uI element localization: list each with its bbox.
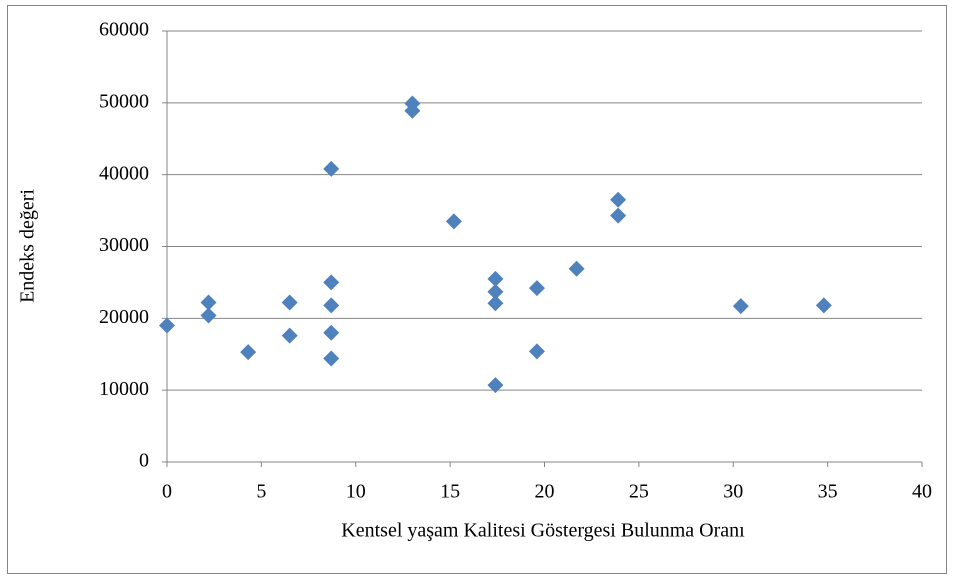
x-tick-label: 15 [440, 481, 460, 503]
point [200, 307, 217, 324]
point [815, 297, 832, 314]
chart-border [7, 5, 947, 574]
point [487, 283, 504, 300]
x-tick-label: 20 [535, 481, 555, 503]
y-tick-label: 40000 [99, 162, 149, 184]
x-tick-label: 0 [162, 481, 172, 503]
point [445, 213, 462, 230]
point [528, 280, 545, 297]
point [323, 297, 340, 314]
x-axis-label: Kentsel yaşam Kalitesi Göstergesi Bulunm… [341, 520, 745, 542]
y-tick-label: 50000 [99, 90, 149, 112]
y-axis-label: Endeks değeri [17, 189, 39, 303]
point [487, 295, 504, 312]
point [487, 270, 504, 287]
x-tick-label: 35 [818, 481, 838, 503]
point [323, 324, 340, 341]
x-tick-label: 40 [912, 481, 932, 503]
point [732, 298, 749, 315]
point [200, 294, 217, 311]
y-tick-label: 0 [139, 450, 149, 472]
x-tick-label: 25 [629, 481, 649, 503]
point [240, 344, 257, 361]
y-tick-label: 30000 [99, 234, 149, 256]
point [404, 102, 421, 119]
point [610, 191, 627, 208]
point [487, 377, 504, 394]
x-tick-label: 10 [346, 481, 366, 503]
x-tick-label: 30 [723, 481, 743, 503]
point [323, 350, 340, 367]
y-tick-label: 60000 [99, 19, 149, 41]
y-tick-label: 10000 [99, 378, 149, 400]
point [281, 327, 298, 344]
x-tick-label: 5 [256, 481, 266, 503]
point [281, 294, 298, 311]
point [323, 274, 340, 291]
point [568, 260, 585, 277]
point [610, 207, 627, 224]
y-tick-label: 20000 [99, 306, 149, 328]
point [159, 317, 175, 334]
point [323, 160, 340, 177]
point [528, 343, 545, 360]
